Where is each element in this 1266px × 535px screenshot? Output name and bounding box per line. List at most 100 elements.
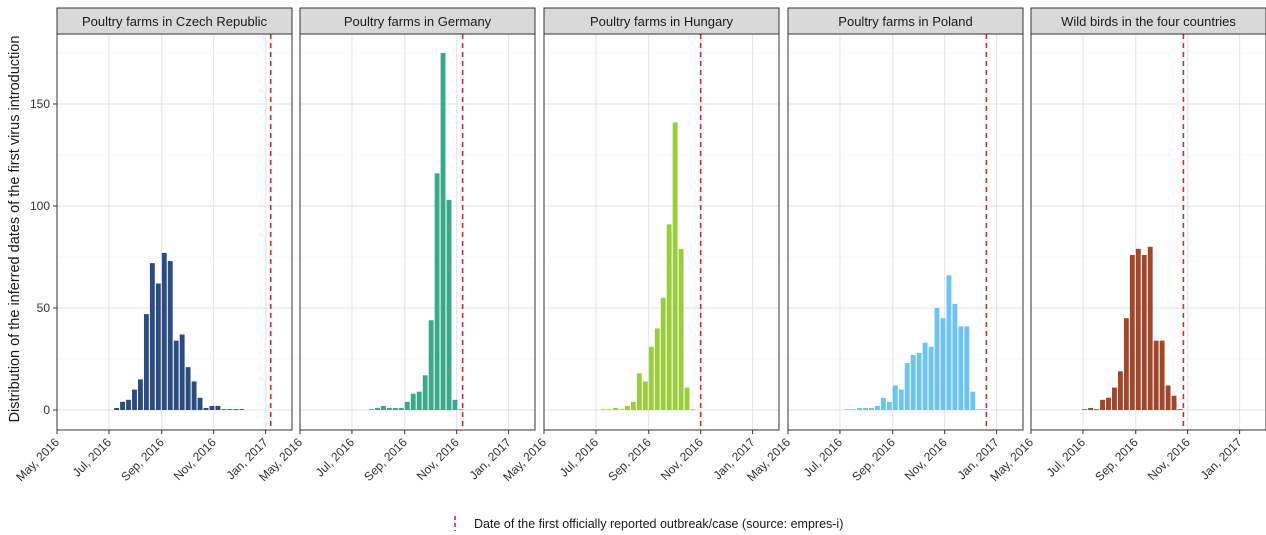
x-tick-label: Jul, 2016: [557, 435, 602, 480]
bar: [179, 334, 185, 410]
bar: [191, 381, 197, 410]
bar: [446, 199, 452, 410]
bar: [1106, 397, 1111, 410]
bar: [1088, 407, 1094, 410]
bar: [120, 401, 126, 410]
x-tick-label: Jul, 2016: [1044, 435, 1089, 480]
panel-strip: [543, 7, 780, 35]
bar: [1165, 385, 1171, 410]
bar: [1129, 254, 1135, 410]
x-tick-label: Jul, 2016: [70, 435, 115, 480]
bar: [898, 389, 904, 410]
bar: [601, 409, 607, 410]
bar: [845, 409, 851, 410]
bar: [1082, 409, 1088, 410]
bar: [398, 407, 404, 410]
bar: [386, 407, 392, 410]
bar: [636, 373, 642, 410]
x-tick-label: Nov, 2016: [171, 435, 219, 483]
y-tick-label: 50: [37, 301, 51, 315]
x-tick-label: Sep, 2016: [361, 435, 410, 484]
bar: [928, 346, 934, 410]
bar: [197, 397, 203, 410]
bar: [934, 308, 940, 410]
bar: [624, 405, 630, 410]
x-tick-label: Sep, 2016: [605, 435, 654, 484]
bar: [416, 391, 422, 410]
x-tick-label: Sep, 2016: [849, 435, 898, 484]
panel-border: [299, 33, 536, 431]
bar: [215, 405, 221, 410]
bar: [648, 346, 654, 410]
bar: [922, 342, 928, 410]
bar: [630, 401, 636, 410]
legend-label: Date of the first officially reported ou…: [474, 517, 843, 531]
bar: [958, 326, 964, 410]
x-tick-label: Nov, 2016: [902, 435, 950, 483]
y-tick-label: 0: [43, 403, 50, 417]
bar: [982, 409, 988, 410]
bar: [167, 261, 173, 410]
bar: [227, 409, 233, 410]
panels: Poultry farms in Czech Republic May, 2016…: [13, 7, 1266, 484]
bar: [1117, 371, 1123, 410]
bar: [404, 401, 410, 410]
bar: [916, 352, 922, 410]
x-tick-label: Jul, 2016: [313, 435, 358, 480]
bar: [410, 393, 416, 410]
bar: [452, 399, 458, 410]
bar: [143, 314, 149, 410]
bar: [161, 252, 167, 410]
bar: [874, 405, 880, 410]
bar: [684, 387, 690, 410]
bar: [1135, 248, 1141, 410]
bar: [434, 173, 440, 410]
bar: [185, 367, 191, 410]
bar: [233, 409, 239, 410]
legend: Date of the first officially reported ou…: [454, 516, 843, 531]
bar: [1111, 387, 1117, 410]
bar: [940, 318, 946, 410]
bar: [422, 375, 428, 410]
bar: [1123, 318, 1129, 410]
bar: [375, 407, 380, 410]
bar: [613, 407, 618, 410]
bar: [221, 409, 227, 410]
bar: [1171, 395, 1177, 410]
x-tick-label: Nov, 2016: [1145, 435, 1193, 483]
bar: [964, 326, 970, 410]
y-tick-label: 150: [30, 97, 50, 111]
bar: [851, 409, 857, 410]
x-tick-label: Jan, 2017: [1198, 435, 1245, 482]
bar: [666, 224, 672, 410]
panel-strip: [1030, 7, 1266, 35]
bar: [380, 405, 386, 410]
bar: [239, 409, 245, 410]
bar: [868, 407, 874, 410]
panel-title: Poultry farms in Poland: [838, 14, 972, 29]
bar: [910, 354, 916, 410]
bar: [428, 320, 434, 410]
bar: [1147, 246, 1153, 410]
bar: [654, 328, 660, 410]
bar: [886, 401, 892, 410]
bar: [970, 391, 976, 410]
bar: [155, 283, 161, 410]
bar: [126, 399, 131, 410]
bar: [149, 263, 155, 410]
bar: [458, 409, 464, 410]
bar: [203, 407, 209, 410]
bar: [132, 389, 137, 410]
bar: [857, 407, 862, 410]
bar: [137, 379, 143, 410]
bar: [976, 409, 982, 410]
bar: [440, 53, 446, 410]
bar: [880, 397, 886, 410]
bar: [672, 122, 678, 411]
panel-border: [56, 33, 293, 431]
